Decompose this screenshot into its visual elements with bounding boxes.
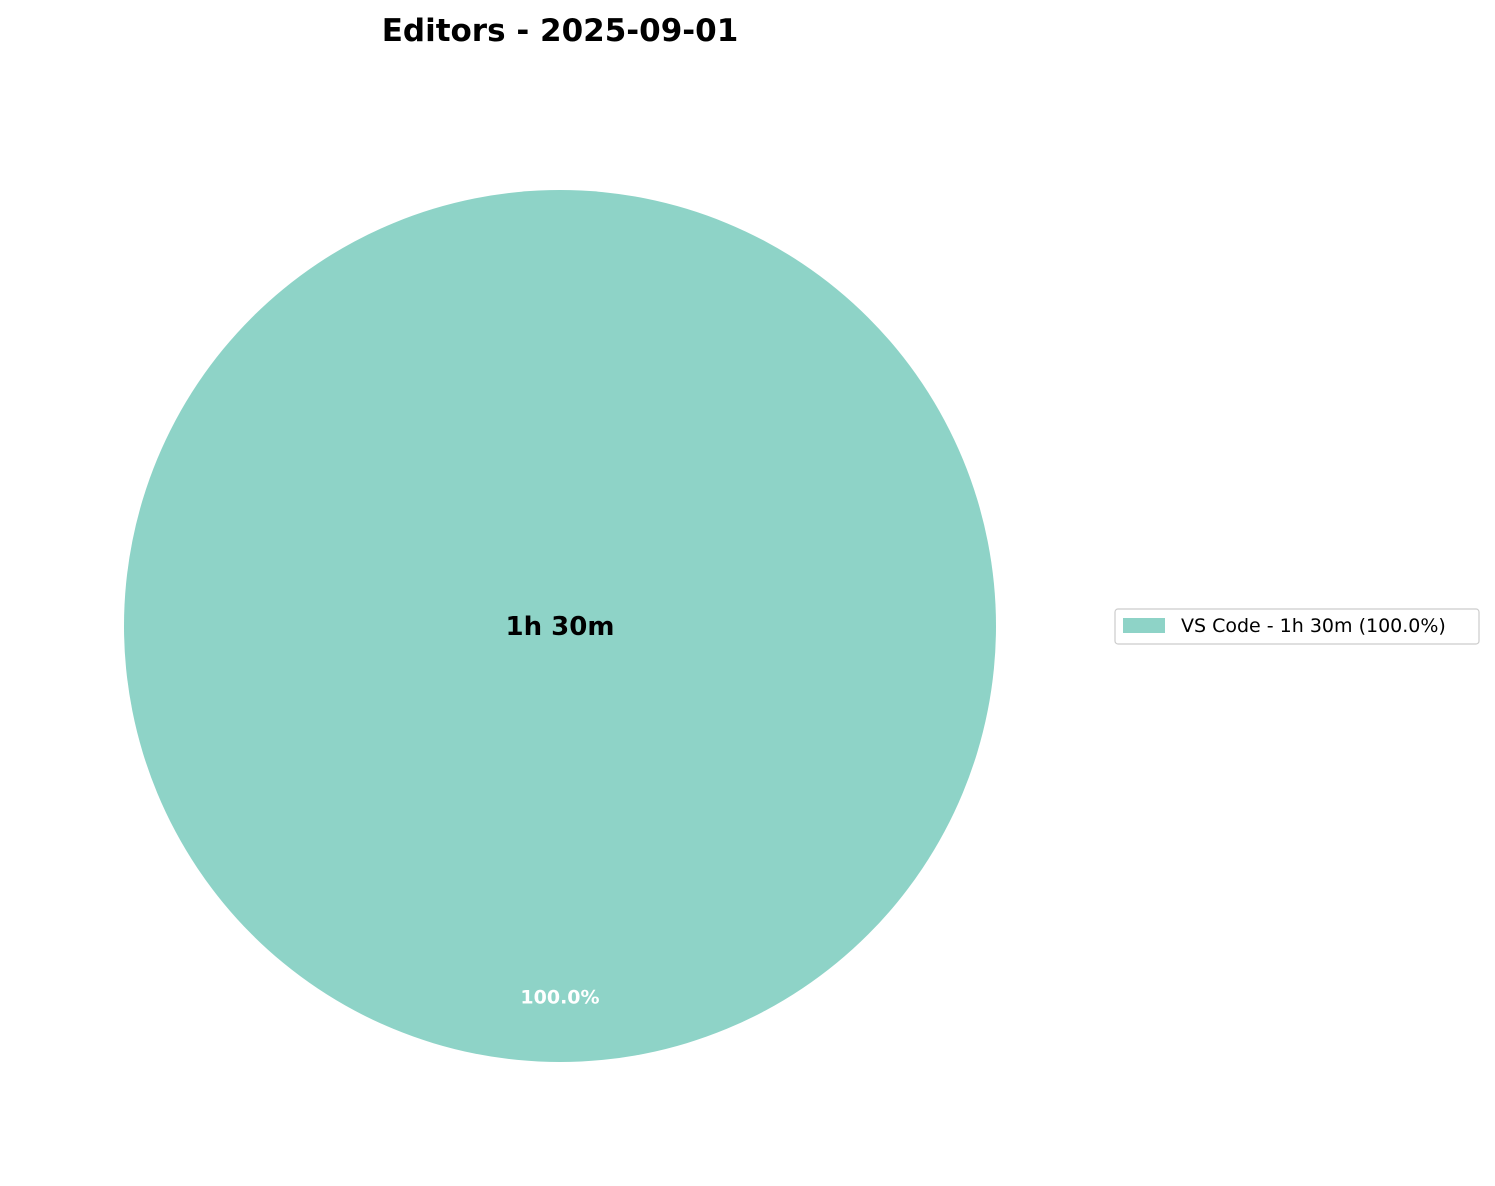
slice-percent-label: 100.0% (520, 987, 599, 1009)
legend-entry-label: VS Code - 1h 30m (100.0%) (1181, 615, 1446, 637)
center-total-label: 1h 30m (506, 612, 615, 642)
chart-title: Editors - 2025-09-01 (382, 13, 739, 49)
legend: VS Code - 1h 30m (100.0%) (1114, 608, 1480, 645)
legend-swatch (1123, 618, 1165, 633)
pie-slice-vs-code (124, 190, 996, 1062)
legend-frame (1114, 608, 1480, 645)
pie: 100.0% (124, 190, 996, 1062)
